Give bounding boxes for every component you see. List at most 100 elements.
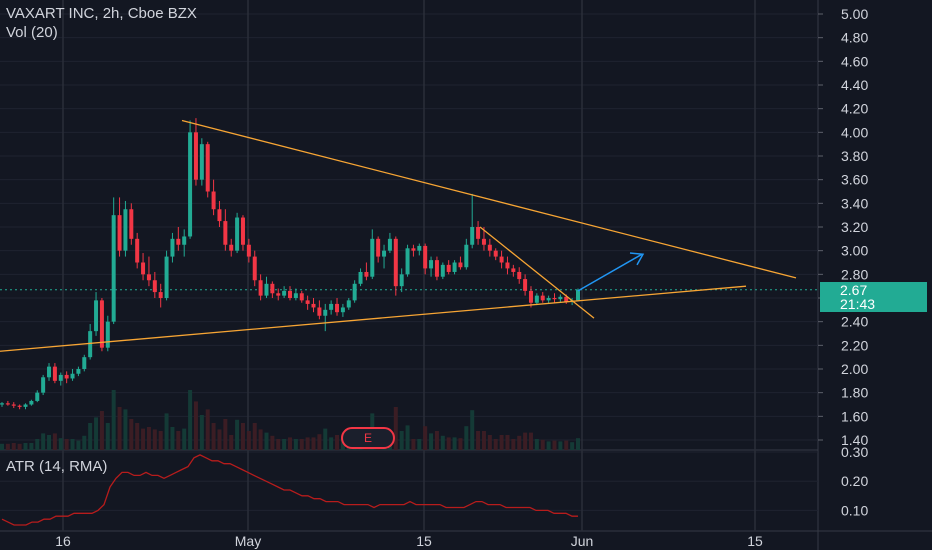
candle-body [264, 283, 269, 296]
volume-bar [511, 439, 516, 450]
candle-body [411, 248, 416, 251]
candle-body [135, 238, 140, 263]
candle-body [440, 264, 445, 277]
candle-body [558, 296, 563, 300]
volume-bar [564, 440, 569, 450]
candle-body [52, 366, 57, 381]
candle-body [123, 209, 128, 251]
candle-body [82, 357, 87, 369]
price-axis[interactable]: 5.00 4.80 4.60 4.40 4.20 4.00 3.80 3.60 3.40 3.20… [818, 6, 868, 518]
y-tick-label: 2.20 [841, 337, 868, 353]
candle-body [576, 289, 580, 301]
candle-body [70, 373, 75, 379]
candle-body [217, 209, 222, 222]
candle-body [493, 250, 498, 257]
candle-body [552, 298, 557, 300]
candle-body [188, 132, 193, 237]
projection-arrow-head [629, 252, 645, 266]
candle-body [88, 331, 93, 358]
candle-body [17, 405, 22, 407]
volume-label[interactable]: Vol (20) [6, 24, 58, 41]
y-tick-label: 4.20 [841, 101, 868, 117]
candle-body [323, 309, 328, 316]
x-tick-label: 15 [416, 533, 432, 549]
time-axis[interactable]: 16 May 15 Jun 15 [55, 533, 763, 549]
volume-bar [282, 439, 287, 450]
volume-bar [217, 429, 222, 450]
atr-label[interactable]: ATR (14, RMA) [6, 458, 108, 475]
trendline-drawings[interactable] [0, 119, 797, 352]
atr-indicator-line [1, 454, 578, 526]
volume-bar [487, 435, 492, 450]
volume-bar [0, 443, 4, 450]
volume-bar [476, 431, 481, 450]
volume-bar [99, 411, 104, 450]
volume-bar [258, 429, 263, 450]
candle-body [170, 238, 175, 257]
local-downtrend-line [479, 226, 595, 319]
y-tick-label: 3.20 [841, 219, 868, 235]
candle-body [358, 271, 363, 284]
atr-tick-label: 0.20 [841, 473, 868, 489]
candle-body [476, 227, 481, 239]
candle-body [393, 238, 398, 287]
earnings-marker[interactable]: E [341, 427, 395, 449]
volume-bar [29, 443, 34, 450]
candle-body [205, 144, 210, 192]
candle-body [352, 283, 357, 301]
candle-body [141, 262, 146, 275]
y-tick-label: 1.40 [841, 432, 868, 448]
y-tick-label: 3.60 [841, 172, 868, 188]
volume-bar [288, 437, 292, 450]
volume-bar [523, 432, 528, 450]
volume-bar [123, 409, 128, 450]
symbol-title[interactable]: VAXART INC, 2h, Cboe BZX [6, 5, 197, 22]
candle-body [129, 209, 134, 239]
y-tick-label: 2.40 [841, 314, 868, 330]
candle-body [23, 404, 28, 407]
volume-bar [558, 441, 563, 450]
volume-bar [576, 438, 580, 450]
candle-body [546, 298, 551, 301]
candle-body [505, 262, 510, 269]
volume-bar [458, 438, 463, 450]
volume-bar [52, 433, 57, 450]
volume-bar [76, 440, 81, 450]
y-tick-label: 3.00 [841, 243, 868, 259]
candle-body [564, 296, 569, 302]
candle-body [282, 290, 287, 296]
candle-body [29, 400, 34, 405]
volume-bar [446, 437, 451, 450]
y-tick-label: 2.00 [841, 361, 868, 377]
earnings-label: E [363, 431, 372, 445]
candle-body [446, 264, 451, 272]
volume-bar [94, 417, 99, 450]
bar-countdown-badge: 21:43 [820, 296, 927, 312]
candle-body [240, 217, 245, 245]
volume-bar [88, 423, 93, 450]
candle-body [35, 392, 40, 401]
volume-bar [152, 429, 157, 450]
candle-body [117, 215, 122, 251]
volume-bar [411, 439, 416, 450]
candle-body [387, 238, 392, 251]
candle-body [511, 268, 516, 272]
y-tick-label: 5.00 [841, 6, 868, 22]
candle-body [423, 245, 428, 269]
volume-bar [311, 437, 316, 450]
x-tick-label: Jun [571, 533, 594, 549]
candle-body [429, 260, 434, 269]
y-tick-label: 3.80 [841, 148, 868, 164]
y-tick-label: 1.80 [841, 385, 868, 401]
candle-body [146, 274, 151, 281]
candle-body [229, 244, 234, 251]
volume-bar [464, 426, 469, 450]
volume-bar [246, 431, 251, 450]
support-trendline [0, 285, 747, 352]
volume-bar [252, 423, 257, 450]
y-tick-label: 4.60 [841, 53, 868, 69]
candle-body [517, 271, 522, 280]
volume-bar [111, 390, 116, 450]
volume-bar [499, 435, 504, 450]
